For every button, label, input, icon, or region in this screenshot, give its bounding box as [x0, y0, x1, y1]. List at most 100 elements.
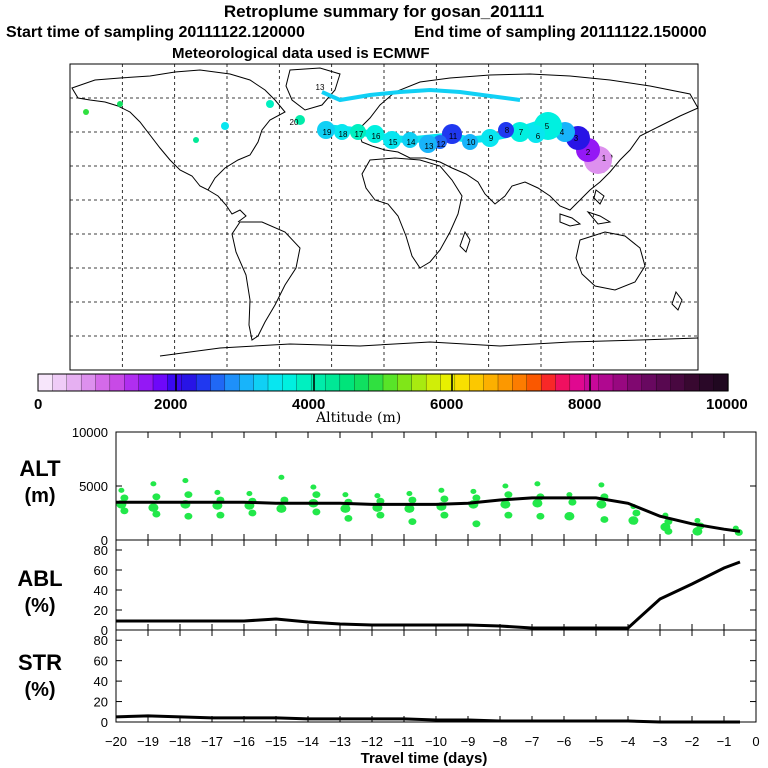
- plume-top-label: 13: [316, 83, 325, 92]
- colorbar-cell: [382, 373, 399, 392]
- abl-label-text: ABL: [17, 566, 63, 591]
- colorbar-cell: [540, 373, 557, 392]
- plume-number-label: 7: [519, 128, 524, 137]
- plume-number-label: 19: [323, 128, 332, 137]
- colorbar-cell: [670, 373, 686, 392]
- colorbar-tick-label: 8000: [568, 396, 602, 413]
- plume-blob: [498, 122, 514, 138]
- plume-blob: [317, 121, 335, 139]
- str-panel-label: STR (%): [18, 650, 62, 701]
- plume-number-label: 14: [407, 138, 416, 147]
- colorbar-cell: [641, 373, 657, 392]
- plume-number-label: 13: [425, 142, 434, 151]
- colorbar-cell: [655, 373, 672, 392]
- plume-number-label: 18: [339, 130, 348, 139]
- colorbar-cell: [354, 373, 370, 392]
- colorbar-cell: [684, 373, 700, 392]
- colorbar-tick-label: 0: [34, 396, 43, 413]
- colorbar-cell: [210, 373, 226, 392]
- colorbar-cell: [167, 373, 183, 392]
- plume-number-label: 11: [449, 132, 458, 141]
- plume-number-label: 2: [586, 148, 591, 157]
- plume-number-label: 8: [505, 126, 510, 135]
- colorbar-cell: [52, 373, 68, 392]
- abl-panel-label: ABL (%): [17, 566, 63, 617]
- map-grid: [69, 63, 699, 371]
- plume-number-label: 3: [574, 134, 579, 143]
- colorbar-cell: [713, 373, 729, 392]
- colorbar-cell: [440, 373, 456, 392]
- colorbar-cell: [267, 373, 284, 392]
- colorbar-cell: [124, 373, 140, 392]
- plume-number-label: 6: [536, 132, 541, 141]
- plume-number-label: 1: [602, 154, 607, 163]
- colorbar-cell: [152, 373, 169, 392]
- colorbar-cell: [80, 373, 97, 392]
- colorbar-cell: [526, 373, 542, 392]
- x-axis-label: Travel time (days): [360, 750, 488, 767]
- plume-blob: [419, 135, 437, 153]
- plume-blob: [266, 100, 274, 108]
- colorbar-cell: [425, 373, 442, 392]
- colorbar-cell: [411, 373, 427, 392]
- alt-panel-label: ALT (m): [19, 456, 61, 507]
- colorbar-cell: [195, 373, 212, 392]
- altitude-colorbar: [37, 373, 729, 392]
- plume-blob: [510, 122, 530, 142]
- colorbar-cell: [239, 373, 255, 392]
- end-sampling-label: End time of sampling 20111122.150000: [414, 24, 707, 41]
- plume-number-label: 20: [290, 118, 299, 127]
- colorbar-tick-label: 10000: [706, 396, 748, 413]
- plume-blob: [295, 115, 305, 125]
- alt-label-text: ALT: [19, 456, 61, 481]
- colorbar-cell: [555, 373, 571, 392]
- colorbar-cell: [584, 373, 600, 392]
- colorbar-cell: [699, 373, 715, 392]
- colorbar-cell: [37, 373, 54, 392]
- colorbar-cell: [497, 373, 514, 392]
- colorbar-tick-label: 4000: [292, 396, 326, 413]
- colorbar-cell: [109, 373, 125, 392]
- colorbar-cell: [296, 373, 312, 392]
- plume-number-label: 9: [489, 134, 494, 143]
- plume-blob: [527, 125, 545, 143]
- plume-blob: [350, 124, 366, 140]
- colorbar-cell: [95, 373, 111, 392]
- plume-number-label: 15: [389, 138, 398, 147]
- plume-north-branch: [321, 87, 521, 103]
- plume-blob: [83, 109, 89, 115]
- colorbar-cell: [627, 373, 643, 392]
- plume-blob: [481, 129, 499, 147]
- plume-number-label: 4: [560, 128, 565, 137]
- colorbar-cell: [469, 373, 485, 392]
- colorbar-cell: [339, 373, 355, 392]
- start-sampling-label: Start time of sampling 20111122.120000: [6, 24, 305, 41]
- colorbar-tick-label: 2000: [154, 396, 188, 413]
- colorbar-cell: [282, 373, 298, 392]
- met-data-label: Meteorological data used is ECMWF: [172, 45, 430, 62]
- chart-title: Retroplume summary for gosan_201111: [223, 2, 545, 21]
- colorbar-tick-label: 6000: [430, 396, 464, 413]
- colorbar-axis-label: Altitude (m): [316, 410, 402, 426]
- colorbar-cell: [224, 373, 240, 392]
- colorbar-cell: [512, 373, 528, 392]
- str-label-text: STR: [18, 650, 62, 675]
- plume-blob: [383, 131, 401, 149]
- colorbar-cell: [397, 373, 413, 392]
- plume-blob: [221, 122, 229, 130]
- plume-blob: [193, 137, 199, 143]
- plume-blob: [402, 132, 418, 148]
- plume-number-label: 16: [372, 132, 381, 141]
- colorbar-cell: [483, 373, 499, 392]
- colorbar-cell: [138, 373, 154, 392]
- colorbar-cell: [253, 373, 269, 392]
- plume-blob: [462, 134, 478, 150]
- plume-number-label: 12: [437, 140, 446, 149]
- colorbar-cell: [454, 373, 470, 392]
- plume-number-label: 17: [355, 130, 364, 139]
- plume-number-label: 5: [545, 122, 550, 131]
- colorbar-cell: [181, 373, 197, 392]
- plume-blob: [334, 124, 350, 140]
